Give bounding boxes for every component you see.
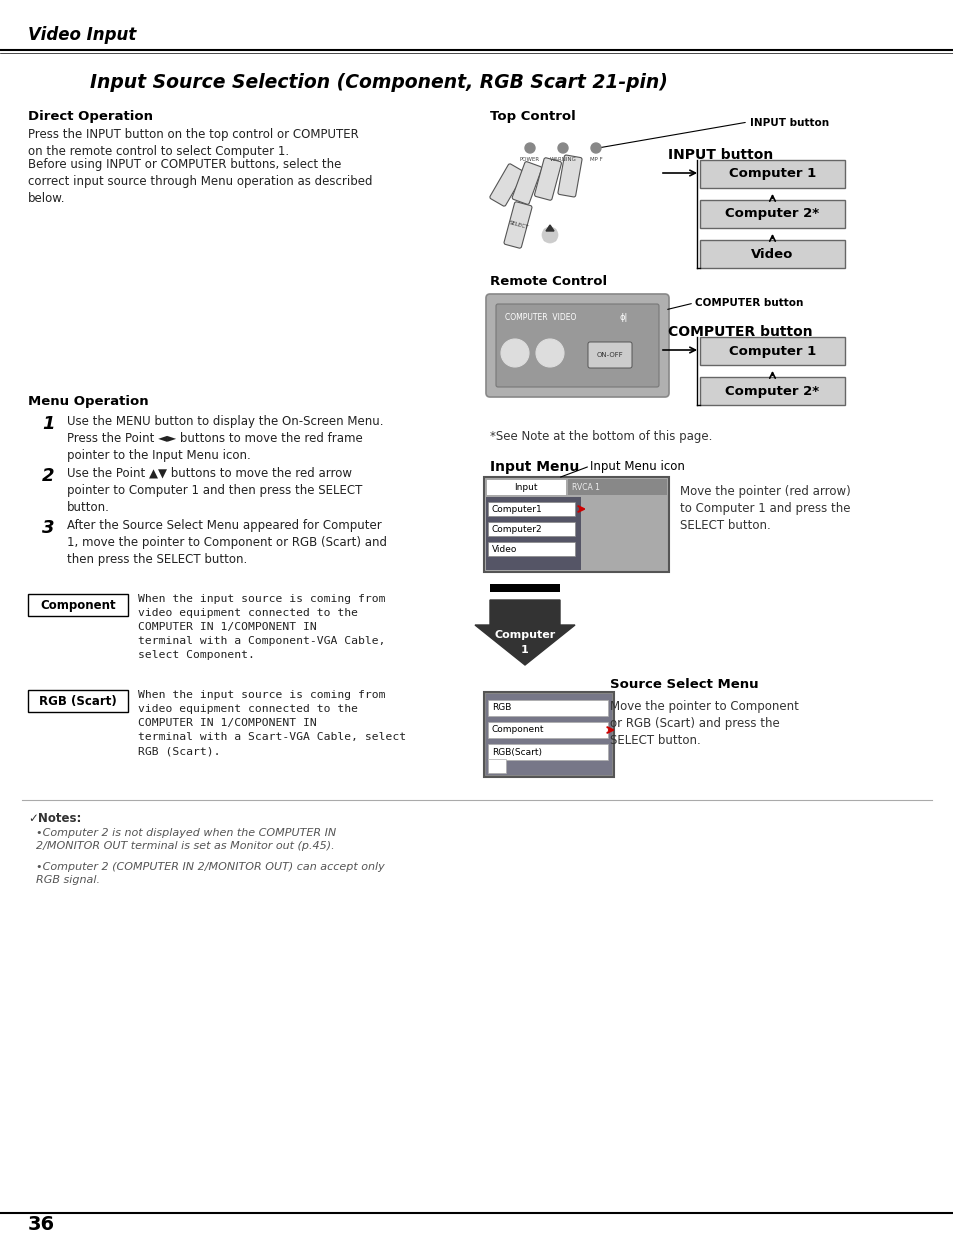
FancyBboxPatch shape [488,722,607,739]
Circle shape [558,143,567,153]
Text: Input: Input [514,483,537,492]
Text: RVCA 1: RVCA 1 [572,483,599,492]
FancyBboxPatch shape [485,294,668,396]
Text: Computer 2*: Computer 2* [724,384,819,398]
Text: Computer2: Computer2 [492,525,542,534]
Text: INPUT button: INPUT button [667,148,773,162]
Text: COMPUTER button: COMPUTER button [667,325,812,338]
FancyBboxPatch shape [485,479,565,495]
FancyBboxPatch shape [700,161,844,188]
FancyBboxPatch shape [488,760,505,773]
FancyBboxPatch shape [483,692,614,777]
Text: Source Select Menu: Source Select Menu [609,678,758,692]
FancyBboxPatch shape [28,690,128,713]
Text: WARNING: WARNING [549,157,576,162]
Text: Input Source Selection (Component, RGB Scart 21-pin): Input Source Selection (Component, RGB S… [90,73,667,91]
Text: Computer 1: Computer 1 [728,345,815,357]
FancyBboxPatch shape [503,201,532,248]
FancyBboxPatch shape [28,594,128,616]
FancyBboxPatch shape [534,158,561,200]
Text: RGB(Scart): RGB(Scart) [492,747,541,757]
Text: Before using INPUT or COMPUTER buttons, select the
correct input source through : Before using INPUT or COMPUTER buttons, … [28,158,372,205]
Circle shape [590,143,600,153]
FancyBboxPatch shape [488,501,575,516]
FancyBboxPatch shape [700,377,844,405]
Text: Video: Video [492,545,517,553]
Text: 1: 1 [520,645,528,655]
FancyBboxPatch shape [483,477,668,572]
Text: Component: Component [492,725,544,735]
Text: Computer 1: Computer 1 [728,168,815,180]
Text: Direct Operation: Direct Operation [28,110,152,124]
Text: INPUT button: INPUT button [749,119,828,128]
Text: When the input source is coming from
video equipment connected to the
COMPUTER I: When the input source is coming from vid… [138,690,406,756]
Text: COMPUTER button: COMPUTER button [695,298,802,308]
Text: RGB (Scart): RGB (Scart) [39,694,117,708]
Text: Move the pointer (red arrow)
to Computer 1 and press the
SELECT button.: Move the pointer (red arrow) to Computer… [679,485,850,532]
FancyBboxPatch shape [587,342,631,368]
FancyBboxPatch shape [488,700,607,716]
Text: Computer 2*: Computer 2* [724,207,819,221]
FancyBboxPatch shape [488,743,607,760]
Text: Computer1: Computer1 [492,505,542,514]
Text: ϕ|: ϕ| [619,314,628,322]
Text: COMPUTER  VIDEO: COMPUTER VIDEO [504,314,576,322]
Text: Input Menu icon: Input Menu icon [589,459,684,473]
FancyBboxPatch shape [488,542,575,556]
Text: Input Menu: Input Menu [490,459,578,474]
Text: •Computer 2 is not displayed when the COMPUTER IN
2/MONITOR OUT terminal is set : •Computer 2 is not displayed when the CO… [36,827,335,851]
Text: Video: Video [751,247,793,261]
Circle shape [536,338,563,367]
Polygon shape [475,600,575,664]
Text: Menu Operation: Menu Operation [28,395,149,408]
Circle shape [524,143,535,153]
Text: Computer: Computer [494,630,555,640]
Text: ✓Notes:: ✓Notes: [28,811,81,825]
Text: MP F: MP F [589,157,601,162]
Text: 3: 3 [42,519,54,537]
Text: After the Source Select Menu appeared for Computer
1, move the pointer to Compon: After the Source Select Menu appeared fo… [67,519,387,566]
Text: POWER: POWER [519,157,539,162]
Circle shape [541,227,558,243]
FancyBboxPatch shape [490,584,559,592]
Text: *See Note at the bottom of this page.: *See Note at the bottom of this page. [490,430,712,443]
FancyBboxPatch shape [485,694,612,776]
Circle shape [500,338,529,367]
Text: RGB: RGB [492,704,511,713]
Text: Component: Component [40,599,115,611]
FancyBboxPatch shape [488,522,575,536]
Text: ON-OFF: ON-OFF [596,352,622,358]
FancyBboxPatch shape [496,304,659,387]
Text: Remote Control: Remote Control [490,275,606,288]
Text: 1: 1 [42,415,54,433]
Text: Press the INPUT button on the top control or COMPUTER
on the remote control to s: Press the INPUT button on the top contro… [28,128,358,158]
Text: When the input source is coming from
video equipment connected to the
COMPUTER I: When the input source is coming from vid… [138,594,385,659]
FancyBboxPatch shape [558,156,581,196]
Text: •Computer 2 (COMPUTER IN 2/MONITOR OUT) can accept only
RGB signal.: •Computer 2 (COMPUTER IN 2/MONITOR OUT) … [36,862,384,885]
FancyBboxPatch shape [700,337,844,366]
Text: Use the Point ▲▼ buttons to move the red arrow
pointer to Computer 1 and then pr: Use the Point ▲▼ buttons to move the red… [67,467,362,514]
FancyBboxPatch shape [567,479,666,495]
FancyBboxPatch shape [700,240,844,268]
Text: 36: 36 [28,1215,55,1235]
Text: 2: 2 [42,467,54,485]
Polygon shape [545,225,554,231]
Text: Video Input: Video Input [28,26,136,44]
Text: SELECT: SELECT [508,220,529,230]
Text: Move the pointer to Component
or RGB (Scart) and press the
SELECT button.: Move the pointer to Component or RGB (Sc… [609,700,798,747]
FancyBboxPatch shape [700,200,844,228]
FancyBboxPatch shape [485,496,580,571]
Text: Use the MENU button to display the On-Screen Menu.
Press the Point ◄► buttons to: Use the MENU button to display the On-Sc… [67,415,383,462]
FancyBboxPatch shape [512,162,541,204]
FancyBboxPatch shape [489,164,523,206]
Text: Top Control: Top Control [490,110,576,124]
